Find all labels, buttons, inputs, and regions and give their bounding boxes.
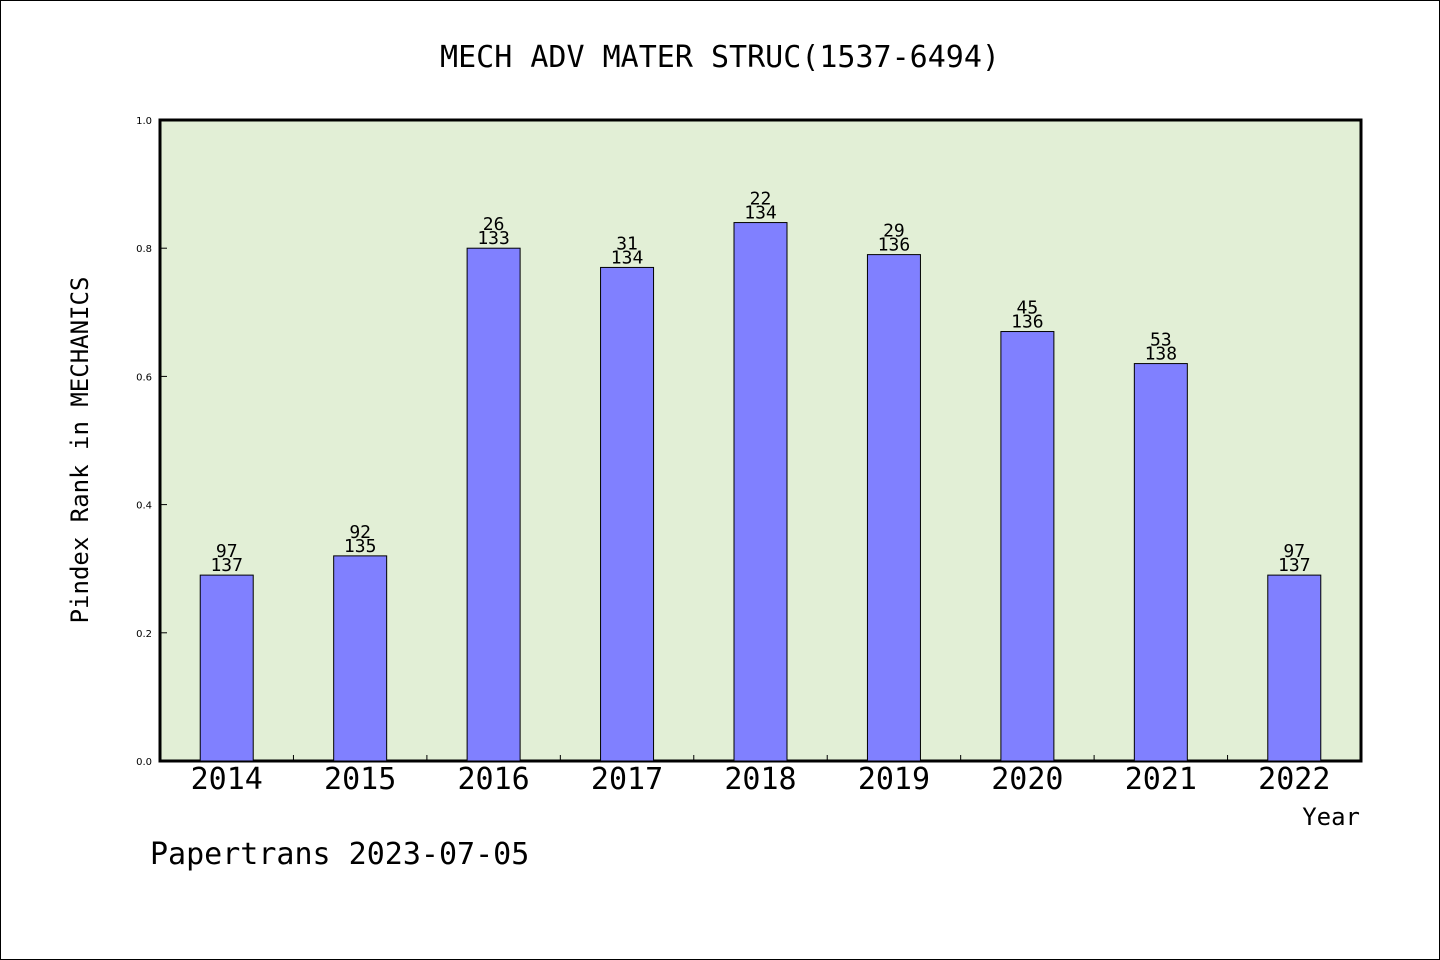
bar-rank-label: 97 [216,541,238,562]
x-axis: 2014 2015 2016 2017 2018 2019 2020 2021 2022 [191,755,1330,797]
y-tick-label: 1.0 [136,116,152,127]
bar-rank-label: 31 [616,233,638,254]
x-tick-label: 2022 [1258,762,1330,797]
y-tick-label: 0.8 [136,244,152,255]
bar-2021 [1133,363,1188,762]
bar-2014 [199,574,254,762]
bar-rank-label: 97 [1283,541,1305,562]
x-tick-label: 2018 [724,762,796,797]
y-axis: 0.0 0.2 0.4 0.6 0.8 1.0 [136,116,167,768]
bar-2019 [866,254,921,762]
x-tick-label: 2014 [191,762,263,797]
x-tick-label: 2015 [324,762,396,797]
x-axis-label: Year [1302,803,1360,831]
bar-rank-label: 22 [750,189,772,210]
y-tick-label: 0.2 [136,629,152,640]
x-tick-label: 2019 [858,762,930,797]
y-axis-label: Pindex Rank in MECHANICS [66,277,94,624]
bar-2017 [600,266,655,762]
bar-total-label: 136 [878,235,911,256]
bar-total-label: 137 [1278,555,1311,576]
y-tick-label: 0.0 [136,757,152,768]
bar-2016 [466,247,521,762]
bar-rank-label: 92 [349,522,371,543]
bar-rank-label: 45 [1017,298,1039,319]
bar-rank-label: 26 [483,214,505,235]
bars-group [199,222,1322,762]
bar-rank-label: 29 [883,221,905,242]
bar-2020 [1000,331,1055,762]
bar-total-label: 137 [210,555,243,576]
bar-rank-label: 53 [1150,330,1172,351]
bar-2018 [733,222,788,762]
bar-total-label: 134 [744,203,777,224]
chart-title: MECH ADV MATER STRUC(1537-6494) [440,40,1000,75]
bar-2015 [333,555,388,762]
bar-2022 [1267,574,1322,762]
x-tick-label: 2021 [1125,762,1197,797]
x-tick-label: 2020 [991,762,1063,797]
bar-total-label: 134 [611,247,644,268]
bar-total-label: 135 [344,536,377,557]
x-tick-label: 2017 [591,762,663,797]
bar-total-label: 136 [1011,312,1044,333]
bar-total-label: 133 [477,228,510,249]
bar-total-label: 138 [1145,344,1178,365]
y-tick-label: 0.4 [136,501,152,512]
x-tick-label: 2016 [457,762,529,797]
y-tick-label: 0.6 [136,372,152,383]
footer-text: Papertrans 2023-07-05 [150,837,529,872]
